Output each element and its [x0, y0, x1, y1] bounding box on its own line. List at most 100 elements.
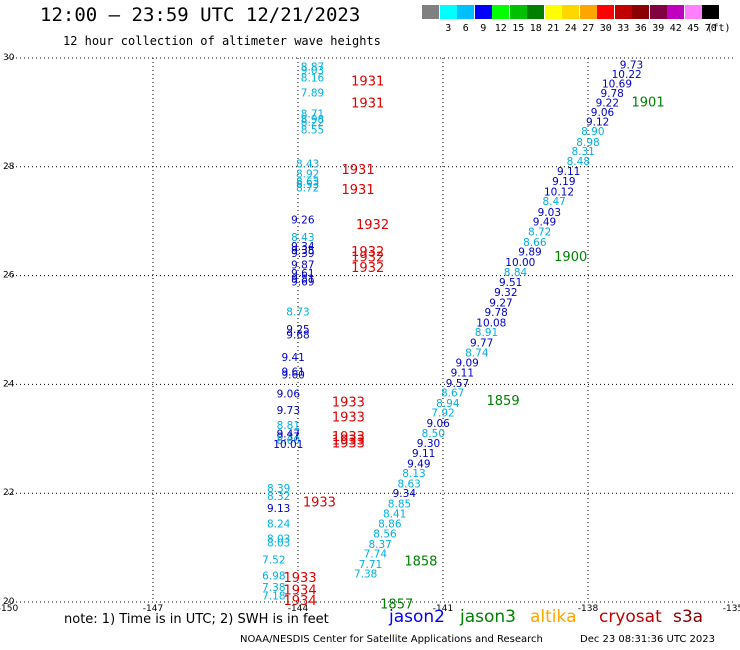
wave-height-value: 10.22: [612, 69, 642, 81]
wave-height-value: 8.32: [267, 491, 290, 503]
satellite-legend-s3a: s3a: [673, 607, 704, 627]
wave-height-value: 8.67: [441, 388, 464, 400]
wave-height-value: 7.18: [262, 590, 285, 602]
wave-height-value: 8.74: [465, 347, 489, 359]
satellite-legend-cryosat: cryosat: [599, 607, 662, 627]
wave-height-value: 9.27: [489, 297, 512, 309]
wave-height-value: 9.06: [277, 389, 301, 401]
wave-height-value: 8.85: [388, 499, 411, 511]
legend-label: 39: [652, 23, 665, 34]
legend-label: 15: [512, 23, 525, 34]
footer-note: note: 1) Time is in UTC; 2) SWH is in fe…: [64, 612, 329, 627]
wave-height-value: 9.03: [538, 207, 561, 219]
legend-unit: (ft): [706, 23, 731, 34]
pass-time-label: 1933: [332, 433, 365, 448]
wave-height-value: 8.86: [378, 519, 402, 531]
pass-time-label: 1931: [351, 97, 384, 112]
page-title: 12:00 – 23:59 UTC 12/21/2023: [40, 4, 361, 26]
wave-height-value: 7.92: [431, 408, 454, 420]
wave-height-value: 8.98: [301, 114, 324, 126]
footer-timestamp: Dec 23 08:31:36 UTC 2023: [580, 634, 715, 645]
wave-height-value: 9.47: [277, 428, 300, 440]
pass-time-label: 1931: [342, 163, 375, 178]
wave-height-value: 9.51: [499, 277, 522, 289]
wave-height-value: 8.72: [296, 182, 319, 194]
latitude-tick-label: 24: [3, 379, 15, 389]
legend-swatch: [562, 5, 579, 19]
longitude-tick-label: -144: [288, 604, 309, 614]
wave-height-value: 9.12: [586, 117, 609, 129]
legend-swatch: [684, 5, 702, 19]
wave-height-value: 8.24: [267, 519, 291, 531]
wave-height-value: 8.91: [475, 327, 498, 339]
legend-label: 36: [634, 23, 647, 34]
pass-time-label: 1933: [332, 430, 365, 445]
wave-height-value: 9.78: [484, 307, 507, 319]
wave-height-value: 8.03: [267, 533, 290, 545]
pass-time-label: 1901: [632, 96, 665, 111]
wave-height-value: 7.38: [354, 569, 377, 581]
latitude-tick-label: 22: [3, 488, 14, 498]
wave-height-value: 10.12: [544, 186, 574, 198]
legend-label: 30: [599, 23, 612, 34]
wave-height-value: 8.48: [567, 156, 590, 168]
pass-time-label: 1934: [284, 583, 317, 598]
wave-height-value: 8.72: [528, 227, 551, 239]
wave-height-value: 8.90: [581, 126, 604, 138]
legend-swatch: [492, 5, 509, 19]
legend-label: 6: [462, 23, 469, 34]
legend-swatch: [527, 5, 544, 19]
wave-height-value: 9.68: [286, 329, 309, 341]
wave-height-value: 8.39: [267, 483, 290, 495]
pass-time-label: 1900: [554, 250, 587, 265]
pass-time-label: 1932: [351, 261, 384, 276]
wave-height-value: 8.47: [542, 196, 565, 208]
wave-height-value: 10.08: [476, 317, 506, 329]
wave-height-value: 9.32: [494, 287, 517, 299]
legend-label: 18: [529, 23, 542, 34]
legend-swatch: [474, 5, 492, 19]
wave-height-value: 9.81: [291, 273, 314, 285]
pass-time-label: 1857: [380, 598, 413, 613]
wave-height-value: 9.30: [417, 438, 440, 450]
wave-height-value: 8.56: [373, 528, 397, 540]
wave-height-value: 8.16: [301, 73, 325, 85]
latitude-tick-label: 20: [3, 597, 15, 607]
wave-height-value: 8.37: [368, 539, 391, 551]
legend-label: 3: [445, 23, 452, 34]
legend-label: 12: [494, 23, 507, 34]
wave-height-value: 8.92: [296, 168, 319, 180]
wave-height-value: 8.31: [571, 146, 594, 158]
wave-height-value: 8.43: [296, 159, 319, 171]
pass-time-label: 1934: [284, 594, 317, 609]
legend-label: 21: [547, 23, 560, 34]
wave-height-value: 9.61: [281, 366, 304, 378]
wave-height-value: 9.34: [393, 488, 417, 500]
legend-swatch: [597, 5, 614, 19]
wave-height-value: 8.53: [296, 179, 319, 191]
pass-time-label: 1933: [332, 437, 365, 452]
wave-height-value: 8.84: [504, 267, 528, 279]
wave-height-value: 10.69: [602, 79, 632, 91]
legend-swatch: [457, 5, 474, 19]
wave-height-value: 9.89: [518, 247, 541, 259]
pass-time-label: 1932: [356, 218, 389, 233]
wave-height-value: 9.49: [533, 217, 556, 229]
wave-height-value: 9.11: [557, 166, 580, 178]
wave-height-value: 9.57: [446, 378, 469, 390]
legend-swatch: [667, 5, 684, 19]
wave-height-value: 9.09: [455, 358, 478, 370]
wave-height-value: 7.71: [359, 559, 382, 571]
longitude-tick-label: -135: [723, 604, 740, 614]
legend-label: 45: [687, 23, 700, 34]
wave-height-value: 9.61: [291, 268, 314, 280]
legend-label: 42: [669, 23, 682, 34]
wave-height-value: 9.77: [470, 338, 493, 350]
wave-height-value: 9.69: [291, 277, 314, 289]
legend-label: 27: [582, 23, 595, 34]
wave-height-value: 9.73: [277, 405, 300, 417]
wave-height-value: 9.06: [591, 107, 615, 119]
wave-height-value: 7.52: [262, 555, 285, 567]
